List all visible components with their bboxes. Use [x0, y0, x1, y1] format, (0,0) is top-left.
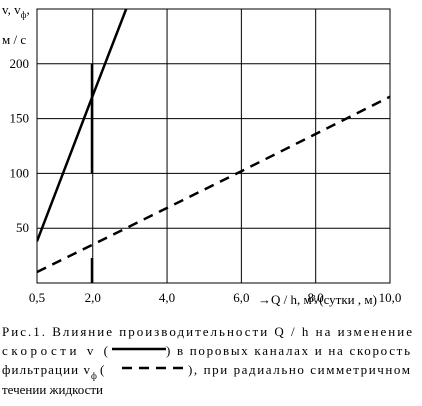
caption-line: ( — [100, 362, 104, 377]
x-tick-label: 4,0 — [159, 290, 175, 305]
caption-subscript: ф — [91, 371, 97, 381]
x-tick-label: 6,0 — [233, 290, 249, 305]
y-tick-label: 50 — [16, 220, 29, 235]
x-tick-label: 2,0 — [85, 290, 101, 305]
y-tick-label: 150 — [10, 111, 30, 126]
caption-line: ), при радиально симметричном — [188, 362, 410, 377]
y-tick-label: 100 — [10, 165, 30, 180]
y-label: v, vф, — [2, 2, 30, 20]
plot-frame — [36, 8, 391, 284]
caption-line: скорости v ( — [2, 343, 108, 358]
x-tick-label: 10,0 — [379, 290, 402, 305]
y-tick-label: 200 — [10, 56, 30, 71]
caption-line: Рис.1. Влияние производительности Q / h … — [2, 324, 412, 339]
data-line — [37, 9, 128, 242]
x-tick-label: 0,5 — [29, 290, 45, 305]
caption-line: течении жидкости — [2, 382, 103, 397]
x-tick-label: 8,0 — [308, 290, 324, 305]
caption-line: ) в поровых каналах и на скорость — [166, 343, 410, 358]
data-line — [37, 95, 390, 274]
y-unit: м / с — [2, 32, 26, 47]
x-label: →Q / h, м³/(сутки , м) — [258, 292, 377, 307]
caption-line: фильтрации v — [2, 362, 91, 377]
